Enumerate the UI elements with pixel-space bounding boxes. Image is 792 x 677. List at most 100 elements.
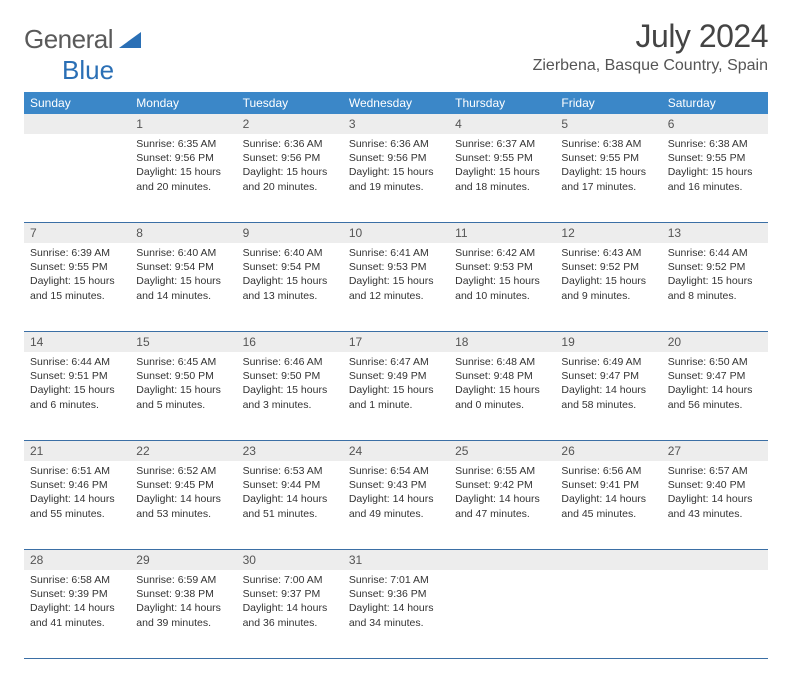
day-header: Thursday [449,92,555,114]
day-number-row: 21222324252627 [24,441,768,462]
days-of-week-row: SundayMondayTuesdayWednesdayThursdayFrid… [24,92,768,114]
day-content: Sunrise: 6:37 AMSunset: 9:55 PMDaylight:… [449,134,555,200]
day-content: Sunrise: 6:50 AMSunset: 9:47 PMDaylight:… [662,352,768,418]
day-number: 12 [555,223,661,244]
day-cell [24,134,130,223]
day-cell [555,570,661,659]
day-cell: Sunrise: 6:47 AMSunset: 9:49 PMDaylight:… [343,352,449,441]
day-number: 17 [343,332,449,353]
day-number: 29 [130,550,236,571]
day-cell: Sunrise: 6:46 AMSunset: 9:50 PMDaylight:… [237,352,343,441]
day-number: 18 [449,332,555,353]
day-number: 10 [343,223,449,244]
day-cell: Sunrise: 6:37 AMSunset: 9:55 PMDaylight:… [449,134,555,223]
month-title: July 2024 [533,18,768,55]
day-number: 5 [555,114,661,134]
day-content: Sunrise: 6:55 AMSunset: 9:42 PMDaylight:… [449,461,555,527]
day-cell [662,570,768,659]
day-number-row: 123456 [24,114,768,134]
day-number: 31 [343,550,449,571]
day-cell: Sunrise: 6:49 AMSunset: 9:47 PMDaylight:… [555,352,661,441]
day-number: 25 [449,441,555,462]
day-content: Sunrise: 6:58 AMSunset: 9:39 PMDaylight:… [24,570,130,636]
day-cell: Sunrise: 6:39 AMSunset: 9:55 PMDaylight:… [24,243,130,332]
day-cell: Sunrise: 6:55 AMSunset: 9:42 PMDaylight:… [449,461,555,550]
day-number-row: 14151617181920 [24,332,768,353]
day-content: Sunrise: 6:59 AMSunset: 9:38 PMDaylight:… [130,570,236,636]
day-cell: Sunrise: 6:35 AMSunset: 9:56 PMDaylight:… [130,134,236,223]
day-content: Sunrise: 6:48 AMSunset: 9:48 PMDaylight:… [449,352,555,418]
day-content: Sunrise: 6:35 AMSunset: 9:56 PMDaylight:… [130,134,236,200]
day-number: 28 [24,550,130,571]
day-content: Sunrise: 6:36 AMSunset: 9:56 PMDaylight:… [343,134,449,200]
day-number: 11 [449,223,555,244]
logo: General Blue [24,24,141,86]
day-content: Sunrise: 6:49 AMSunset: 9:47 PMDaylight:… [555,352,661,418]
day-header: Wednesday [343,92,449,114]
day-header: Friday [555,92,661,114]
day-number: 30 [237,550,343,571]
day-number [662,550,768,571]
content-row: Sunrise: 6:58 AMSunset: 9:39 PMDaylight:… [24,570,768,659]
title-block: July 2024 Zierbena, Basque Country, Spai… [533,18,768,75]
page: General Blue July 2024 Zierbena, Basque … [0,0,792,677]
day-content: Sunrise: 6:56 AMSunset: 9:41 PMDaylight:… [555,461,661,527]
logo-general: General [24,24,113,54]
day-number: 22 [130,441,236,462]
day-number-row: 78910111213 [24,223,768,244]
day-cell: Sunrise: 6:53 AMSunset: 9:44 PMDaylight:… [237,461,343,550]
day-cell: Sunrise: 6:45 AMSunset: 9:50 PMDaylight:… [130,352,236,441]
day-content: Sunrise: 6:40 AMSunset: 9:54 PMDaylight:… [237,243,343,309]
day-cell: Sunrise: 6:42 AMSunset: 9:53 PMDaylight:… [449,243,555,332]
day-number: 3 [343,114,449,134]
day-number-row: 28293031 [24,550,768,571]
day-number: 6 [662,114,768,134]
day-content: Sunrise: 6:52 AMSunset: 9:45 PMDaylight:… [130,461,236,527]
day-cell: Sunrise: 6:58 AMSunset: 9:39 PMDaylight:… [24,570,130,659]
day-cell: Sunrise: 6:52 AMSunset: 9:45 PMDaylight:… [130,461,236,550]
day-number: 23 [237,441,343,462]
day-number: 1 [130,114,236,134]
day-cell: Sunrise: 6:48 AMSunset: 9:48 PMDaylight:… [449,352,555,441]
day-cell: Sunrise: 6:40 AMSunset: 9:54 PMDaylight:… [237,243,343,332]
day-content: Sunrise: 6:38 AMSunset: 9:55 PMDaylight:… [555,134,661,200]
day-content: Sunrise: 6:44 AMSunset: 9:51 PMDaylight:… [24,352,130,418]
day-number: 21 [24,441,130,462]
day-cell: Sunrise: 6:38 AMSunset: 9:55 PMDaylight:… [555,134,661,223]
day-cell: Sunrise: 6:57 AMSunset: 9:40 PMDaylight:… [662,461,768,550]
day-content: Sunrise: 6:54 AMSunset: 9:43 PMDaylight:… [343,461,449,527]
logo-blue: Blue [62,55,114,85]
day-number: 24 [343,441,449,462]
day-number: 27 [662,441,768,462]
day-number: 20 [662,332,768,353]
day-number: 26 [555,441,661,462]
header: General Blue July 2024 Zierbena, Basque … [24,18,768,86]
day-content: Sunrise: 6:39 AMSunset: 9:55 PMDaylight:… [24,243,130,309]
day-number: 19 [555,332,661,353]
logo-text-block: General Blue [24,24,141,86]
day-number [555,550,661,571]
calendar-table: SundayMondayTuesdayWednesdayThursdayFrid… [24,92,768,659]
day-header: Monday [130,92,236,114]
day-number: 2 [237,114,343,134]
day-cell: Sunrise: 6:54 AMSunset: 9:43 PMDaylight:… [343,461,449,550]
day-cell: Sunrise: 6:40 AMSunset: 9:54 PMDaylight:… [130,243,236,332]
day-cell: Sunrise: 6:38 AMSunset: 9:55 PMDaylight:… [662,134,768,223]
day-number: 16 [237,332,343,353]
day-content: Sunrise: 6:42 AMSunset: 9:53 PMDaylight:… [449,243,555,309]
day-content: Sunrise: 6:46 AMSunset: 9:50 PMDaylight:… [237,352,343,418]
day-number: 4 [449,114,555,134]
content-row: Sunrise: 6:51 AMSunset: 9:46 PMDaylight:… [24,461,768,550]
content-row: Sunrise: 6:35 AMSunset: 9:56 PMDaylight:… [24,134,768,223]
day-cell: Sunrise: 6:43 AMSunset: 9:52 PMDaylight:… [555,243,661,332]
day-content: Sunrise: 6:44 AMSunset: 9:52 PMDaylight:… [662,243,768,309]
content-row: Sunrise: 6:44 AMSunset: 9:51 PMDaylight:… [24,352,768,441]
day-number [24,114,130,134]
day-content: Sunrise: 7:00 AMSunset: 9:37 PMDaylight:… [237,570,343,636]
day-cell [449,570,555,659]
day-cell: Sunrise: 6:36 AMSunset: 9:56 PMDaylight:… [237,134,343,223]
day-cell: Sunrise: 7:00 AMSunset: 9:37 PMDaylight:… [237,570,343,659]
location: Zierbena, Basque Country, Spain [533,57,768,75]
day-number [449,550,555,571]
day-content: Sunrise: 6:53 AMSunset: 9:44 PMDaylight:… [237,461,343,527]
